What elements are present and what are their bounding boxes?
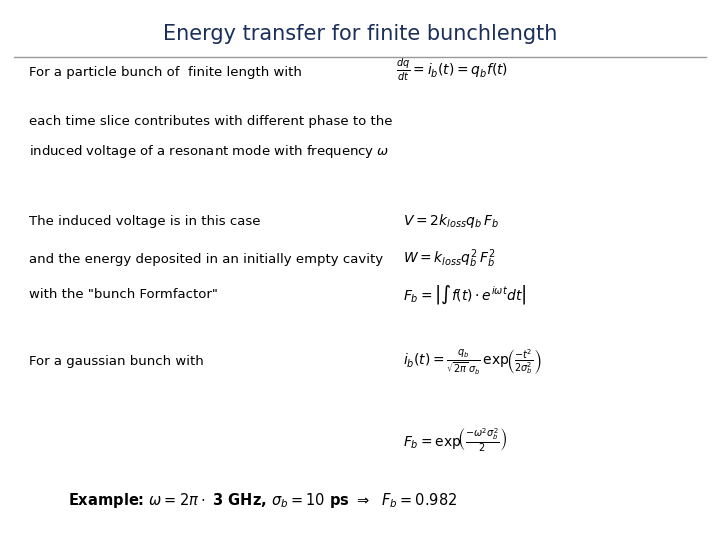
Text: Energy transfer for finite bunchlength: Energy transfer for finite bunchlength	[163, 24, 557, 44]
Text: $\frac{dq}{dt} = i_b(t) = q_b f(t)$: $\frac{dq}{dt} = i_b(t) = q_b f(t)$	[396, 57, 508, 83]
Text: induced voltage of a resonant mode with frequency $\omega$: induced voltage of a resonant mode with …	[29, 143, 390, 160]
Text: $W = k_{loss} q_b^{2}\, F_b^{2}$: $W = k_{loss} q_b^{2}\, F_b^{2}$	[403, 248, 495, 271]
Text: each time slice contributes with different phase to the: each time slice contributes with differe…	[29, 115, 392, 128]
Text: The induced voltage is in this case: The induced voltage is in this case	[29, 215, 261, 228]
Text: Example: $\omega=2\pi\cdot$ 3 GHz, $\sigma_b=10$ ps $\Rightarrow$  $F_b=0.982$: Example: $\omega=2\pi\cdot$ 3 GHz, $\sig…	[68, 491, 458, 510]
Text: $F_b = \left|\int f(t)\cdot e^{i\omega t}dt\right|$: $F_b = \left|\int f(t)\cdot e^{i\omega t…	[403, 283, 526, 306]
Text: and the energy deposited in an initially empty cavity: and the energy deposited in an initially…	[29, 253, 383, 266]
Text: $V = 2k_{loss} q_b\, F_b$: $V = 2k_{loss} q_b\, F_b$	[403, 212, 499, 231]
Text: For a gaussian bunch with: For a gaussian bunch with	[29, 355, 204, 368]
Text: For a particle bunch of  finite length with: For a particle bunch of finite length wi…	[29, 66, 302, 79]
Text: $F_b = \mathrm{exp}\!\left(\frac{-\omega^2\sigma_b^2}{2}\right)$: $F_b = \mathrm{exp}\!\left(\frac{-\omega…	[403, 427, 508, 454]
Text: $i_b(t) = \frac{q_b}{\sqrt{2\pi}\,\sigma_b}\,\mathrm{exp}\!\left(\frac{-t^2}{2\s: $i_b(t) = \frac{q_b}{\sqrt{2\pi}\,\sigma…	[403, 347, 541, 376]
Text: with the "bunch Formfactor": with the "bunch Formfactor"	[29, 288, 217, 301]
